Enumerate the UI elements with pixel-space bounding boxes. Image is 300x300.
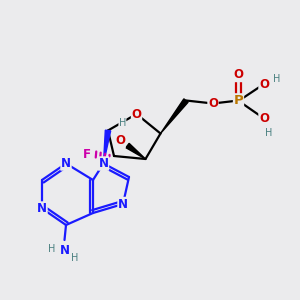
Polygon shape: [160, 99, 188, 134]
Text: O: O: [233, 68, 244, 82]
Text: N: N: [98, 157, 109, 170]
Text: H: H: [71, 253, 79, 263]
Text: N: N: [37, 202, 47, 215]
Text: H: H: [273, 74, 280, 85]
Text: H: H: [265, 128, 272, 139]
Polygon shape: [126, 143, 146, 159]
Text: O: O: [131, 107, 142, 121]
Text: H: H: [119, 118, 126, 128]
Text: O: O: [259, 77, 269, 91]
Text: O: O: [208, 97, 218, 110]
Text: O: O: [259, 112, 269, 125]
Text: F: F: [83, 148, 91, 161]
Text: H: H: [48, 244, 56, 254]
Text: N: N: [59, 244, 70, 257]
Text: N: N: [61, 157, 71, 170]
Text: N: N: [118, 197, 128, 211]
Text: O: O: [115, 134, 125, 148]
Text: P: P: [234, 94, 243, 107]
Polygon shape: [103, 130, 111, 164]
